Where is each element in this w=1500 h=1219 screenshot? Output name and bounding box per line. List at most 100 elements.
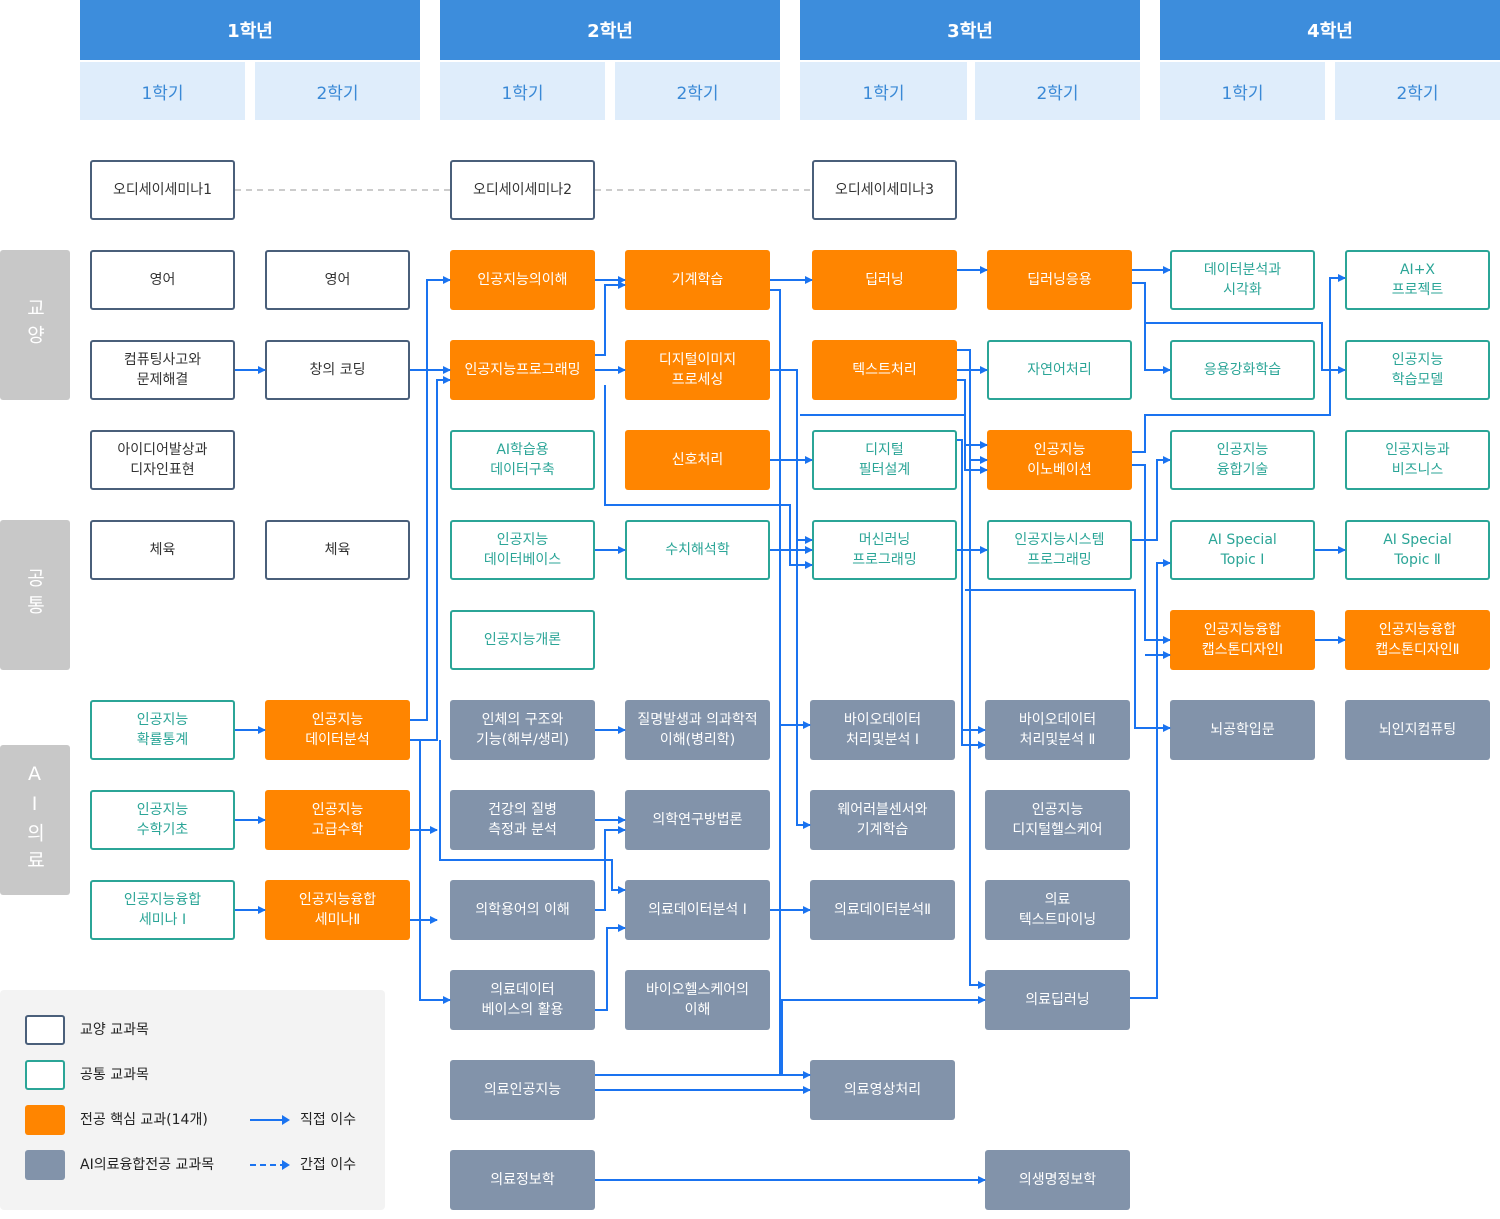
semester-header: 2학기 [1335, 62, 1500, 120]
course-sem1[interactable]: 인공지능융합 세미나 Ⅰ [90, 880, 235, 940]
year-3-header: 3학년 [800, 0, 1140, 60]
course-bio2[interactable]: 바이오데이터 처리및분석 Ⅱ [985, 700, 1130, 760]
prerequisite-arrow [969, 460, 986, 989]
course-sys-prog[interactable]: 인공지능시스템 프로그래밍 [987, 520, 1132, 580]
course-adv-math[interactable]: 인공지능 고급수학 [265, 790, 410, 850]
legend-label: 교양 교과목 [80, 1022, 149, 1038]
course-cog[interactable]: 뇌인지컴퓨팅 [1345, 700, 1490, 760]
semester-header: 2학기 [975, 62, 1140, 120]
year-4-header: 4학년 [1160, 0, 1500, 60]
prerequisite-arrow [419, 740, 451, 1004]
prerequisite-arrow [1132, 464, 1171, 644]
prerequisite-arrow [410, 376, 451, 741]
course-signal[interactable]: 신호처리 [625, 430, 770, 490]
course-sem2[interactable]: 인공지능융합 세미나Ⅱ [265, 880, 410, 940]
course-health[interactable]: 건강의 질병 측정과 분석 [450, 790, 595, 850]
legend: 교양 교과목 공통 교과목 전공 핵심 교과(14개) AI의료융합전공 교과목… [0, 990, 385, 1210]
prerequisite-arrow [595, 924, 626, 1011]
course-da-vis[interactable]: 데이터분석과 시각화 [1170, 250, 1315, 310]
semester-header: 2학기 [255, 62, 420, 120]
course-pe2[interactable]: 체육 [265, 520, 410, 580]
course-eng1[interactable]: 영어 [90, 250, 235, 310]
course-odyssey1[interactable]: 오디세이세미나1 [90, 160, 235, 220]
course-mdl[interactable]: 의료딥러닝 [985, 970, 1130, 1030]
course-tm[interactable]: 의료 텍스트마이닝 [985, 880, 1130, 940]
prerequisite-arrow [770, 289, 811, 1079]
course-ai-prog[interactable]: 인공지능프로그래밍 [450, 340, 595, 400]
legend-label: AI의료융합전공 교과목 [80, 1157, 215, 1173]
course-filter[interactable]: 디지털 필터설계 [812, 430, 957, 490]
prerequisite-arrow [595, 281, 626, 356]
course-rl[interactable]: 응용강화학습 [1170, 340, 1315, 400]
prerequisite-arrow [1132, 456, 1171, 541]
legend-swatch-common [25, 1060, 65, 1090]
course-coding[interactable]: 창의 코딩 [265, 340, 410, 400]
course-bio1[interactable]: 바이오데이터 처리및분석 Ⅰ [810, 700, 955, 760]
course-prob[interactable]: 인공지능 확률통계 [90, 700, 235, 760]
course-wear[interactable]: 웨어러블센서와 기계학습 [810, 790, 955, 850]
prerequisite-arrow [595, 826, 626, 911]
course-cap1[interactable]: 인공지능융합 캡스톤디자인Ⅰ [1170, 610, 1315, 670]
legend-indirect: 간접 이수 [300, 1157, 356, 1173]
course-odyssey2[interactable]: 오디세이세미나2 [450, 160, 595, 220]
legend-swatch-core [25, 1105, 65, 1135]
legend-swatch-liberal [25, 1015, 65, 1045]
semester-header: 1학기 [440, 62, 605, 120]
course-dl-app[interactable]: 딥러닝응용 [987, 250, 1132, 310]
course-math[interactable]: 인공지능 수학기초 [90, 790, 235, 850]
course-bioinfo[interactable]: 의생명정보학 [985, 1150, 1130, 1210]
course-innov[interactable]: 인공지능 이노베이션 [987, 430, 1132, 490]
course-mai[interactable]: 의료인공지능 [450, 1060, 595, 1120]
semester-header: 1학기 [80, 62, 245, 120]
year-2-header: 2학년 [440, 0, 780, 60]
course-mda1[interactable]: 의료데이터분석 Ⅰ [625, 880, 770, 940]
prerequisite-arrow [796, 540, 811, 829]
course-patho[interactable]: 질명발생과 의과학적 이해(병리학) [625, 700, 770, 760]
category-liberal: 교양 [0, 250, 70, 400]
course-ct[interactable]: 컴퓨팅사고와 문제해결 [90, 340, 235, 400]
course-anat[interactable]: 인체의 구조와 기능(해부/생리) [450, 700, 595, 760]
course-ml[interactable]: 기계학습 [625, 250, 770, 310]
course-ai-db[interactable]: 인공지능 데이터베이스 [450, 520, 595, 580]
legend-direct: 직접 이수 [300, 1112, 356, 1128]
prerequisite-arrow [410, 276, 451, 721]
course-brain[interactable]: 뇌공학입문 [1170, 700, 1315, 760]
course-ai-und[interactable]: 인공지능의이해 [450, 250, 595, 310]
category-ai-medical: AI의료 [0, 745, 70, 895]
course-topic1[interactable]: AI Special Topic Ⅰ [1170, 520, 1315, 580]
course-dl[interactable]: 딥러닝 [812, 250, 957, 310]
course-mimg[interactable]: 의료영상처리 [810, 1060, 955, 1120]
prerequisite-arrow [957, 439, 986, 749]
course-data-an[interactable]: 인공지능 데이터분석 [265, 700, 410, 760]
course-eng2[interactable]: 영어 [265, 250, 410, 310]
course-dhc[interactable]: 인공지능 디지털헬스케어 [985, 790, 1130, 850]
course-ai-data[interactable]: AI학습용 데이터구축 [450, 430, 595, 490]
course-fusion-tech[interactable]: 인공지능 융합기술 [1170, 430, 1315, 490]
legend-label: 공통 교과목 [80, 1067, 149, 1083]
course-nlp[interactable]: 자연어처리 [987, 340, 1132, 400]
course-method[interactable]: 의학연구방법론 [625, 790, 770, 850]
course-aix[interactable]: AI+X 프로젝트 [1345, 250, 1490, 310]
course-biohc[interactable]: 바이오헬스케어의 이해 [625, 970, 770, 1030]
course-mda2[interactable]: 의료데이터분석Ⅱ [810, 880, 955, 940]
course-ai-model[interactable]: 인공지능 학습모델 [1345, 340, 1490, 400]
course-term[interactable]: 의학용어의 이해 [450, 880, 595, 940]
course-ml-prog[interactable]: 머신러닝 프로그래밍 [812, 520, 957, 580]
course-minfo[interactable]: 의료정보학 [450, 1150, 595, 1210]
course-biz[interactable]: 인공지능과 비즈니스 [1345, 430, 1490, 490]
course-pe1[interactable]: 체육 [90, 520, 235, 580]
course-mdb[interactable]: 의료데이터 베이스의 활용 [450, 970, 595, 1030]
course-cap2[interactable]: 인공지능융합 캡스톤디자인Ⅱ [1345, 610, 1490, 670]
course-odyssey3[interactable]: 오디세이세미나3 [812, 160, 957, 220]
semester-header: 2학기 [615, 62, 780, 120]
course-numeric[interactable]: 수치해석학 [625, 520, 770, 580]
prerequisite-arrow [770, 369, 813, 544]
year-1-header: 1학년 [80, 0, 420, 60]
course-dip[interactable]: 디지털이미지 프로세싱 [625, 340, 770, 400]
course-topic2[interactable]: AI Special Topic Ⅱ [1345, 520, 1490, 580]
prerequisite-arrow [1132, 282, 1171, 374]
course-idea[interactable]: 아이디어발상과 디자인표현 [90, 430, 235, 490]
course-intro[interactable]: 인공지능개론 [450, 610, 595, 670]
course-text[interactable]: 텍스트처리 [812, 340, 957, 400]
